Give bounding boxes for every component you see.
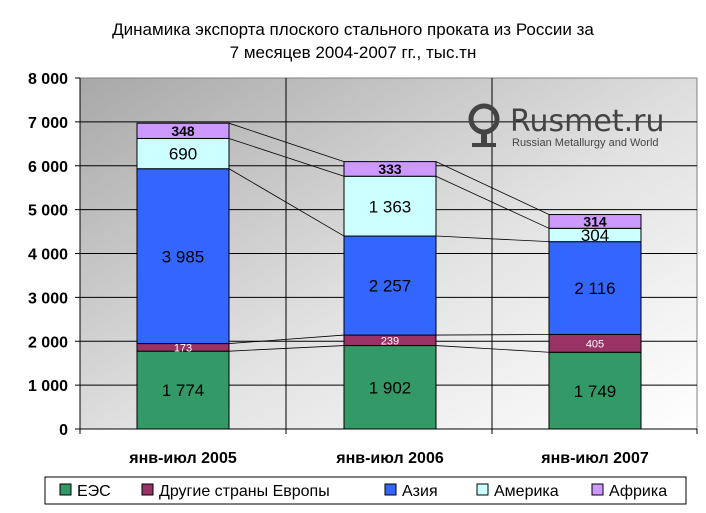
legend-label: Америка <box>494 483 559 500</box>
watermark: Rusmet.ru Russian Metallurgy and World <box>468 103 664 149</box>
legend-swatch <box>384 483 397 496</box>
legend-label: Африка <box>609 483 667 500</box>
legend-items: ЕЭС Другие страны Европы Азия Америка Африка <box>59 483 667 500</box>
bar-segment <box>548 241 642 335</box>
chart-title-line-2: 7 месяцев 2004-2007 гг., тыс.тн <box>230 43 477 62</box>
data-label: 690 <box>169 145 197 164</box>
watermark-tagline: Russian Metallurgy and World <box>512 137 659 149</box>
y-tick-label: 0 <box>59 422 68 439</box>
data-label: 1 902 <box>369 378 412 397</box>
legend-swatch <box>141 483 154 496</box>
data-label: 239 <box>381 335 399 347</box>
series-connector-line <box>435 345 550 353</box>
data-label: 304 <box>581 226 609 245</box>
legend-swatch <box>59 483 72 496</box>
data-label: 2 257 <box>369 277 412 296</box>
bar-segment <box>136 122 230 139</box>
y-tick-label: 3 000 <box>28 290 68 307</box>
data-label: 1 363 <box>369 197 412 216</box>
data-label: 405 <box>586 338 604 350</box>
bar-segment <box>343 235 437 336</box>
y-tick-label: 2 000 <box>28 334 68 351</box>
data-label: 1 749 <box>574 382 617 401</box>
y-tick-label: 6 000 <box>28 159 68 176</box>
rusmet-logo-icon <box>468 103 500 147</box>
y-tick-label: 1 000 <box>28 378 68 395</box>
data-label: 2 116 <box>574 279 615 298</box>
bar-segment <box>136 168 230 345</box>
legend-swatch <box>476 483 489 496</box>
watermark-name: Rusmet.ru <box>510 104 664 139</box>
chart-title-line-1: Динамика экспорта плоского стального про… <box>112 20 594 39</box>
y-tick-label: 4 000 <box>28 247 68 264</box>
bar-segment <box>343 345 437 430</box>
bar-segment <box>136 137 230 170</box>
series-connector-line <box>228 138 345 177</box>
x-axis: янв-июл 2005 янв-июл 2006 янв-июл 2007 <box>128 450 649 467</box>
bar-segment <box>136 350 230 430</box>
data-label: 173 <box>174 342 192 354</box>
series-connector-line <box>435 334 550 336</box>
bars <box>136 122 642 430</box>
y-tick-label: 5 000 <box>28 203 68 220</box>
legend-swatch <box>591 483 604 496</box>
series-connector-line <box>228 345 345 352</box>
x-category-label: янв-июл 2007 <box>540 450 649 467</box>
y-tick-label: 8 000 <box>28 71 68 88</box>
legend-label: ЕЭС <box>77 483 111 500</box>
data-label: 314 <box>583 213 607 229</box>
data-label: 333 <box>378 161 402 177</box>
x-category-label: янв-июл 2006 <box>335 450 444 467</box>
series-connector-line <box>228 168 345 237</box>
data-label: 3 985 <box>162 247 205 266</box>
legend-label: Азия <box>402 483 438 500</box>
legend <box>44 476 687 505</box>
data-labels: 1 774 173 3 985 690 348 1 902 239 2 257 1 363 333… <box>162 123 617 401</box>
series-connector-line <box>435 161 550 215</box>
bar-segment <box>548 351 642 430</box>
bar-segment <box>343 175 437 237</box>
series-connector-line <box>435 235 550 243</box>
x-category-label: янв-июл 2005 <box>128 450 237 467</box>
series-connector-line <box>228 122 345 163</box>
bar-segment <box>548 214 642 229</box>
series-connector-line <box>228 334 345 344</box>
bar-segment <box>343 161 437 177</box>
data-label: 1 774 <box>162 381 205 400</box>
data-label: 348 <box>171 123 195 139</box>
series-connector-line <box>435 175 550 229</box>
y-tick-label: 7 000 <box>28 115 68 132</box>
series-connectors <box>228 122 550 353</box>
legend-label: Другие страны Европы <box>159 483 330 500</box>
